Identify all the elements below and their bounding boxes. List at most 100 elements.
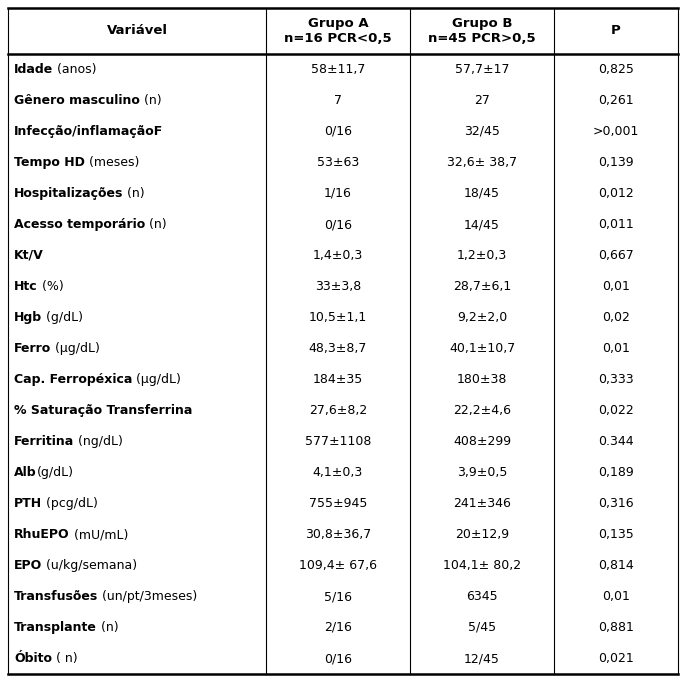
Text: 577±1108: 577±1108	[305, 435, 371, 448]
Text: Hospitalizações: Hospitalizações	[14, 187, 123, 200]
Text: 32/45: 32/45	[464, 125, 500, 138]
Text: 184±35: 184±35	[313, 373, 363, 386]
Text: 0,022: 0,022	[598, 404, 634, 417]
Text: 10,5±1,1: 10,5±1,1	[309, 311, 367, 324]
Text: (g/dL): (g/dL)	[36, 466, 73, 479]
Text: 22,2±4,6: 22,2±4,6	[453, 404, 511, 417]
Text: n=45 PCR>0,5: n=45 PCR>0,5	[428, 33, 536, 46]
Text: 0,02: 0,02	[602, 311, 630, 324]
Text: Hgb: Hgb	[14, 311, 42, 324]
Text: 0,021: 0,021	[598, 652, 634, 665]
Text: n=16 PCR<0,5: n=16 PCR<0,5	[284, 33, 392, 46]
Text: 0,011: 0,011	[598, 218, 634, 231]
Text: (n): (n)	[97, 621, 119, 634]
Text: 0,316: 0,316	[598, 497, 634, 510]
Text: 6345: 6345	[466, 590, 498, 603]
Text: 0.344: 0.344	[598, 435, 634, 448]
Text: 40,1±10,7: 40,1±10,7	[449, 342, 515, 355]
Text: 0,333: 0,333	[598, 373, 634, 386]
Text: (anos): (anos)	[54, 63, 97, 76]
Text: 14/45: 14/45	[464, 218, 500, 231]
Text: 53±63: 53±63	[317, 156, 359, 169]
Text: 0,01: 0,01	[602, 280, 630, 293]
Text: 18/45: 18/45	[464, 187, 500, 200]
Text: 30,8±36,7: 30,8±36,7	[305, 528, 371, 541]
Text: P: P	[611, 24, 621, 37]
Text: 0/16: 0/16	[324, 218, 352, 231]
Text: 0,825: 0,825	[598, 63, 634, 76]
Text: 27,6±8,2: 27,6±8,2	[309, 404, 367, 417]
Text: 1,2±0,3: 1,2±0,3	[457, 249, 507, 262]
Text: 7: 7	[334, 94, 342, 107]
Text: 2/16: 2/16	[324, 621, 352, 634]
Text: 0,01: 0,01	[602, 590, 630, 603]
Text: Kt/V: Kt/V	[14, 249, 44, 262]
Text: Idade: Idade	[14, 63, 54, 76]
Text: EPO: EPO	[14, 559, 43, 572]
Text: (meses): (meses)	[85, 156, 139, 169]
Text: 104,1± 80,2: 104,1± 80,2	[443, 559, 521, 572]
Text: Acesso temporário: Acesso temporário	[14, 218, 145, 231]
Text: Ferritina: Ferritina	[14, 435, 74, 448]
Text: 0,01: 0,01	[602, 342, 630, 355]
Text: Tempo HD: Tempo HD	[14, 156, 85, 169]
Text: 0,881: 0,881	[598, 621, 634, 634]
Text: 0,261: 0,261	[598, 94, 634, 107]
Text: 58±11,7: 58±11,7	[311, 63, 365, 76]
Text: Transfusões: Transfusões	[14, 590, 98, 603]
Text: 408±299: 408±299	[453, 435, 511, 448]
Text: 0/16: 0/16	[324, 652, 352, 665]
Text: >0,001: >0,001	[593, 125, 639, 138]
Text: 241±346: 241±346	[453, 497, 511, 510]
Text: 180±38: 180±38	[457, 373, 507, 386]
Text: 9,2±2,0: 9,2±2,0	[457, 311, 507, 324]
Text: Variável: Variável	[106, 24, 167, 37]
Text: 1/16: 1/16	[324, 187, 352, 200]
Text: 0,135: 0,135	[598, 528, 634, 541]
Text: (%): (%)	[38, 280, 63, 293]
Text: (n): (n)	[145, 218, 167, 231]
Text: Cap. Ferropéxica: Cap. Ferropéxica	[14, 373, 132, 386]
Text: (pcg/dL): (pcg/dL)	[42, 497, 98, 510]
Text: Gênero masculino: Gênero masculino	[14, 94, 140, 107]
Text: (μg/dL): (μg/dL)	[51, 342, 100, 355]
Text: Htc: Htc	[14, 280, 38, 293]
Text: 57,7±17: 57,7±17	[455, 63, 509, 76]
Text: (u/kg/semana): (u/kg/semana)	[43, 559, 137, 572]
Text: Infecção/inflamaçãoF: Infecção/inflamaçãoF	[14, 125, 163, 138]
Text: 5/45: 5/45	[468, 621, 496, 634]
Text: 0,189: 0,189	[598, 466, 634, 479]
Text: Grupo B: Grupo B	[452, 17, 512, 30]
Text: Alb: Alb	[14, 466, 36, 479]
Text: RhuEPO: RhuEPO	[14, 528, 69, 541]
Text: 20±12,9: 20±12,9	[455, 528, 509, 541]
Text: 12/45: 12/45	[464, 652, 500, 665]
Text: 33±3,8: 33±3,8	[315, 280, 361, 293]
Text: (n): (n)	[123, 187, 145, 200]
Text: 0,814: 0,814	[598, 559, 634, 572]
Text: (mU/mL): (mU/mL)	[69, 528, 128, 541]
Text: 4,1±0,3: 4,1±0,3	[313, 466, 363, 479]
Text: 0,012: 0,012	[598, 187, 634, 200]
Text: (un/pt/3meses): (un/pt/3meses)	[98, 590, 198, 603]
Text: ( n): ( n)	[52, 652, 78, 665]
Text: 0,139: 0,139	[598, 156, 634, 169]
Text: 0,667: 0,667	[598, 249, 634, 262]
Text: 3,9±0,5: 3,9±0,5	[457, 466, 507, 479]
Text: Óbito: Óbito	[14, 652, 52, 665]
Text: (ng/dL): (ng/dL)	[74, 435, 123, 448]
Text: Ferro: Ferro	[14, 342, 51, 355]
Text: 28,7±6,1: 28,7±6,1	[453, 280, 511, 293]
Text: (μg/dL): (μg/dL)	[132, 373, 181, 386]
Text: 0/16: 0/16	[324, 125, 352, 138]
Text: 1,4±0,3: 1,4±0,3	[313, 249, 363, 262]
Text: Grupo A: Grupo A	[307, 17, 368, 30]
Text: PTH: PTH	[14, 497, 42, 510]
Text: Transplante: Transplante	[14, 621, 97, 634]
Text: 48,3±8,7: 48,3±8,7	[309, 342, 367, 355]
Text: (g/dL): (g/dL)	[42, 311, 83, 324]
Text: 32,6± 38,7: 32,6± 38,7	[447, 156, 517, 169]
Text: % Saturação Transferrina: % Saturação Transferrina	[14, 404, 192, 417]
Text: 27: 27	[474, 94, 490, 107]
Text: 5/16: 5/16	[324, 590, 352, 603]
